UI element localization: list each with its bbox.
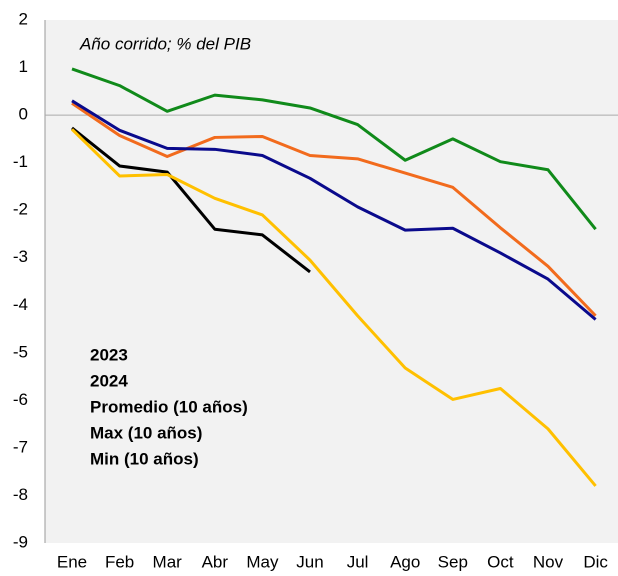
series-line [71, 126, 311, 274]
y-tick-label: 0 [19, 105, 28, 124]
x-tick-label: Jul [347, 552, 369, 571]
y-tick-label: 1 [19, 57, 28, 76]
legend-entry: 2023 [90, 345, 128, 364]
y-tick-label: -4 [13, 295, 28, 314]
x-tick-label: Oct [487, 552, 514, 571]
y-tick-label: -9 [13, 532, 28, 551]
y-tick-label: -7 [13, 437, 28, 456]
legend-entry: Promedio (10 años) [90, 397, 248, 416]
x-tick-label: Ago [390, 552, 420, 571]
legend-entry: 2024 [90, 371, 128, 390]
x-tick-label: Nov [533, 552, 564, 571]
x-tick-label: Sep [438, 552, 468, 571]
annotation: Año corrido; % del PIB [79, 34, 251, 53]
series-line [71, 99, 597, 321]
x-tick-label: Jun [296, 552, 323, 571]
series-line [71, 101, 597, 317]
x-tick-label: Abr [202, 552, 229, 571]
y-tick-label: -2 [13, 200, 28, 219]
series-line [70, 128, 597, 487]
x-tick-label: Feb [105, 552, 134, 571]
x-tick-label: Mar [153, 552, 183, 571]
x-tick-label: May [246, 552, 279, 571]
legend-entry: Max (10 años) [90, 423, 202, 442]
y-tick-label: -5 [13, 342, 28, 361]
y-tick-label: -6 [13, 390, 28, 409]
y-tick-label: -8 [13, 485, 28, 504]
y-tick-label: 2 [19, 9, 28, 28]
y-tick-label: -1 [13, 152, 28, 171]
series-line [71, 67, 597, 231]
legend-entry: Min (10 años) [90, 449, 199, 468]
y-tick-label: -3 [13, 247, 28, 266]
plot-background [45, 20, 618, 543]
x-tick-label: Dic [583, 552, 608, 571]
x-tick-label: Ene [57, 552, 87, 571]
